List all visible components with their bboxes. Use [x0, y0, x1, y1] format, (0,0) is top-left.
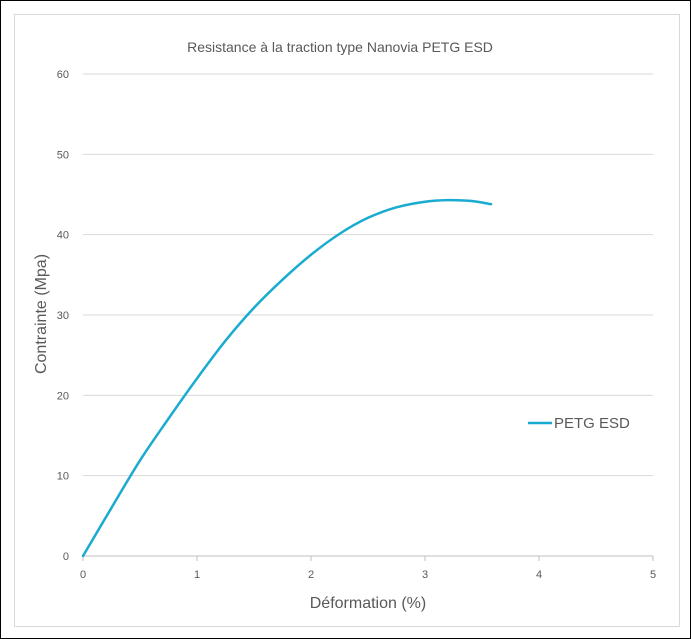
y-tick-label: 20	[57, 390, 69, 402]
x-axis-title: Déformation (%)	[310, 595, 426, 612]
x-tick-label: 3	[422, 569, 428, 581]
chart-title: Resistance à la traction type Nanovia PE…	[187, 39, 493, 55]
y-tick-label: 0	[63, 551, 69, 563]
legend-label: PETG ESD	[554, 415, 630, 432]
y-tick-label: 50	[57, 149, 69, 161]
x-tick-label: 4	[536, 569, 542, 581]
y-tick-labels: 0 10 20 30 40 50 60	[57, 69, 69, 563]
x-tick-label: 0	[80, 569, 86, 581]
legend: PETG ESD	[528, 415, 630, 432]
series-lines	[81, 198, 493, 558]
y-axis-title: Contrainte (Mpa)	[33, 254, 50, 374]
y-tick-label: 10	[57, 471, 69, 483]
x-tick-label: 1	[194, 569, 200, 581]
y-tick-label: 40	[57, 230, 69, 242]
y-tick-label: 30	[57, 310, 69, 322]
chart-area	[14, 14, 680, 627]
gridlines	[82, 73, 654, 561]
x-tick-labels: 0 1 2 3 4 5	[80, 569, 656, 581]
y-tick-label: 60	[57, 69, 69, 81]
x-tick-label: 5	[650, 569, 656, 581]
x-tick-label: 2	[308, 569, 314, 581]
series-line-petg-esd	[81, 198, 493, 558]
